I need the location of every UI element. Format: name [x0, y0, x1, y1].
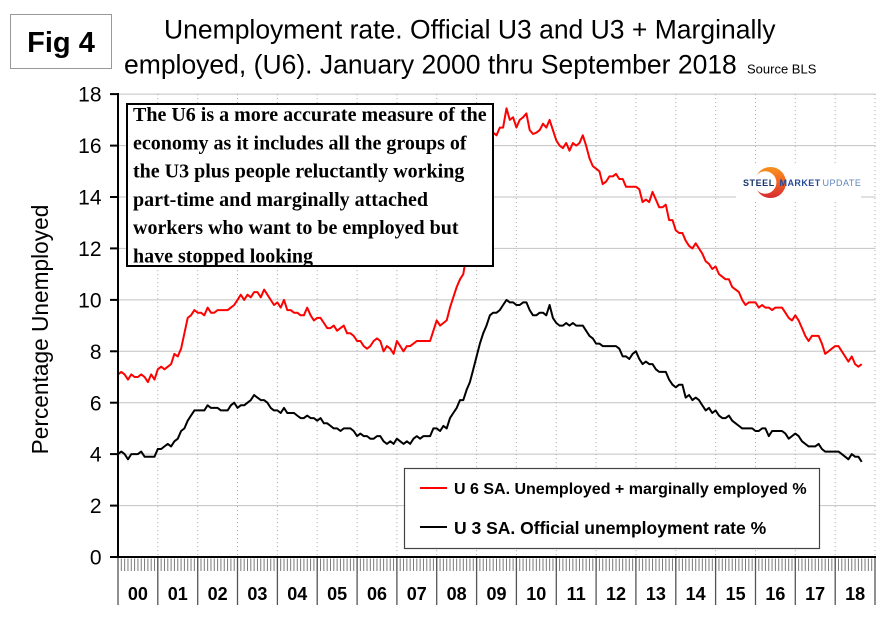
svg-text:04: 04	[287, 584, 307, 604]
svg-text:10: 10	[78, 290, 101, 313]
svg-text:00: 00	[128, 584, 148, 604]
svg-text:14: 14	[686, 584, 706, 604]
svg-text:13: 13	[646, 584, 666, 604]
svg-text:Unemployment rate. Official U3: Unemployment rate. Official U3 and U3 + …	[164, 15, 776, 45]
svg-text:18: 18	[845, 584, 865, 604]
svg-text:MARKET: MARKET	[780, 178, 821, 188]
svg-text:16: 16	[78, 135, 101, 158]
svg-text:workers who want to be employe: workers who want to be employed but	[133, 217, 459, 239]
svg-text:0: 0	[90, 547, 102, 570]
svg-text:14: 14	[78, 187, 102, 210]
svg-text:6: 6	[90, 392, 102, 415]
svg-text:11: 11	[567, 584, 586, 604]
svg-text:07: 07	[407, 584, 427, 604]
svg-text:4: 4	[90, 444, 102, 467]
svg-text:12: 12	[78, 238, 101, 261]
svg-text:03: 03	[247, 584, 267, 604]
svg-text:17: 17	[805, 584, 825, 604]
svg-text:employed, (U6). January 2000 t: employed, (U6). January 2000 thru Septem…	[124, 50, 737, 80]
svg-text:Fig 4: Fig 4	[27, 27, 95, 59]
svg-text:Percentage Unemployed: Percentage Unemployed	[27, 205, 53, 455]
svg-text:have stopped looking: have stopped looking	[133, 246, 313, 268]
svg-text:8: 8	[90, 341, 102, 364]
svg-text:UPDATE: UPDATE	[823, 178, 862, 188]
svg-text:18: 18	[78, 84, 101, 107]
svg-text:part-time and marginally attac: part-time and marginally attached	[133, 189, 428, 211]
svg-text:U 3 SA. Official unemployment: U 3 SA. Official unemployment rate %	[454, 518, 767, 538]
svg-text:Source BLS: Source BLS	[747, 62, 817, 77]
svg-text:06: 06	[367, 584, 387, 604]
svg-text:01: 01	[168, 584, 188, 604]
svg-text:12: 12	[606, 584, 626, 604]
svg-text:The U6 is a more accurate meas: The U6 is a more accurate measure of the	[133, 104, 487, 126]
svg-text:08: 08	[447, 584, 467, 604]
svg-text:STEEL: STEEL	[743, 178, 775, 188]
svg-text:15: 15	[726, 584, 746, 604]
svg-text:the U3 plus people reluctantly: the U3 plus people reluctantly working	[133, 161, 464, 183]
svg-text:05: 05	[327, 584, 347, 604]
svg-text:economy as it includes all the: economy as it includes all the groups of	[133, 132, 467, 154]
svg-text:2: 2	[90, 495, 102, 518]
svg-text:U 6 SA. Unemployed + marginall: U 6 SA. Unemployed + marginally employed…	[454, 481, 807, 498]
svg-text:16: 16	[765, 584, 785, 604]
svg-text:10: 10	[526, 584, 546, 604]
svg-text:02: 02	[208, 584, 228, 604]
svg-text:09: 09	[486, 584, 506, 604]
